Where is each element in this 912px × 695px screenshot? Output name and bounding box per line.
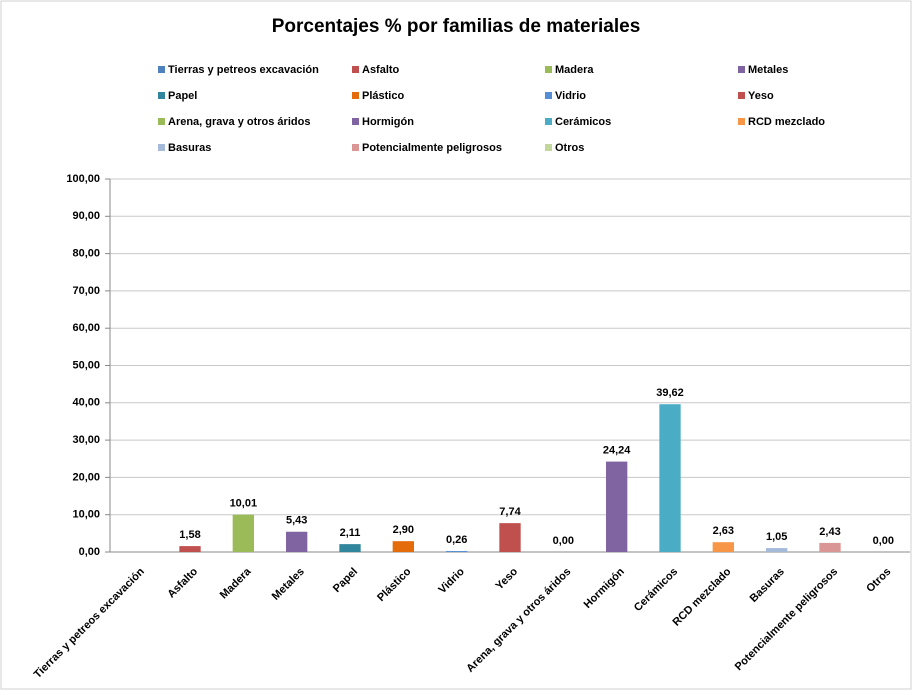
legend-swatch (545, 92, 552, 99)
bar (232, 514, 254, 552)
legend-label: Asfalto (362, 64, 400, 76)
y-tick-label: 50,00 (72, 359, 100, 371)
bar (392, 541, 414, 552)
legend-swatch (158, 144, 165, 151)
value-label: 7,74 (499, 506, 521, 518)
legend-swatch (158, 92, 165, 99)
y-tick-label: 70,00 (72, 285, 100, 297)
legend-label: Cerámicos (555, 116, 611, 128)
bar (446, 551, 468, 552)
y-tick-label: 90,00 (72, 210, 100, 222)
legend-label: RCD mezclado (748, 116, 825, 128)
legend-swatch (158, 118, 165, 125)
legend-label: Vidrio (555, 90, 586, 102)
value-label: 1,58 (179, 529, 200, 541)
legend-label: Arena, grava y otros áridos (168, 116, 310, 128)
legend-swatch (352, 92, 359, 99)
y-tick-label: 30,00 (72, 434, 100, 446)
legend-swatch (352, 144, 359, 151)
bar (179, 546, 201, 552)
legend-label: Tierras y petreos excavación (168, 64, 319, 76)
legend-swatch (545, 66, 552, 73)
legend-label: Potencialmente peligrosos (362, 142, 502, 154)
y-tick-label: 0,00 (79, 546, 100, 558)
legend-label: Plástico (362, 90, 404, 102)
y-tick-label: 40,00 (72, 397, 100, 409)
bar (712, 542, 734, 552)
bar (819, 542, 841, 552)
value-label: 24,24 (603, 444, 631, 456)
value-label: 0,26 (446, 534, 467, 546)
legend-label: Papel (168, 90, 197, 102)
legend-swatch (738, 118, 745, 125)
bar (766, 548, 788, 552)
legend-label: Otros (555, 142, 584, 154)
legend-swatch (352, 66, 359, 73)
y-tick-label: 60,00 (72, 322, 100, 334)
value-label: 10,01 (230, 498, 258, 510)
value-label: 39,62 (656, 387, 684, 399)
value-label: 2,11 (340, 527, 361, 539)
chart-title: Porcentajes % por familias de materiales (272, 16, 641, 37)
y-tick-label: 100,00 (66, 173, 100, 185)
legend-label: Basuras (168, 142, 211, 154)
value-label: 5,43 (286, 515, 307, 527)
legend-swatch (738, 66, 745, 73)
value-label: 0,00 (553, 535, 574, 547)
legend-swatch (545, 118, 552, 125)
legend-swatch (738, 92, 745, 99)
value-label: 2,63 (713, 525, 734, 537)
legend-label: Hormigón (362, 116, 414, 128)
bar (499, 523, 521, 552)
bar (286, 531, 308, 552)
legend-swatch (545, 144, 552, 151)
bar (606, 461, 628, 552)
legend-label: Madera (555, 64, 594, 76)
bar (659, 404, 681, 552)
y-tick-label: 80,00 (72, 248, 100, 260)
legend-swatch (352, 118, 359, 125)
bar (339, 544, 361, 552)
y-tick-label: 20,00 (72, 471, 100, 483)
value-label: 0,00 (873, 535, 894, 547)
legend-label: Metales (748, 64, 788, 76)
value-label: 2,90 (393, 524, 414, 536)
y-tick-label: 10,00 (72, 509, 100, 521)
legend-label: Yeso (748, 90, 774, 102)
value-label: 2,43 (819, 526, 840, 538)
value-label: 1,05 (766, 531, 787, 543)
legend-swatch (158, 66, 165, 73)
